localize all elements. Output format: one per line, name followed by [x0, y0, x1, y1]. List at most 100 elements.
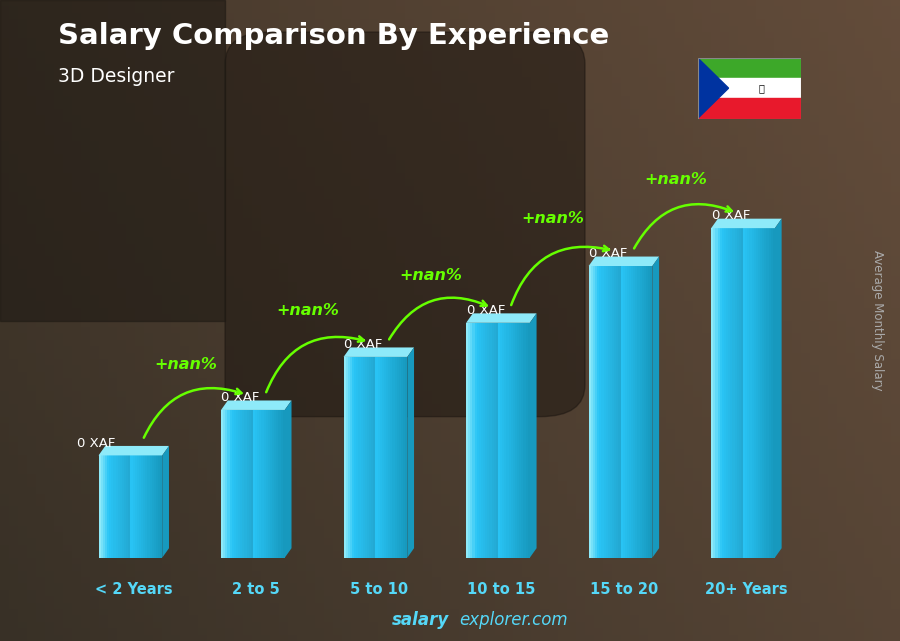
- Bar: [770, 228, 773, 558]
- Bar: [527, 323, 530, 558]
- Bar: [257, 410, 259, 558]
- Polygon shape: [284, 401, 292, 558]
- Text: 🌴: 🌴: [759, 83, 764, 93]
- Bar: [724, 228, 726, 558]
- Bar: [597, 266, 599, 558]
- Bar: [347, 357, 350, 558]
- Text: Salary Comparison By Experience: Salary Comparison By Experience: [58, 22, 610, 51]
- Bar: [274, 410, 276, 558]
- Bar: [139, 455, 141, 558]
- Bar: [363, 357, 365, 558]
- Bar: [361, 357, 363, 558]
- Bar: [471, 323, 473, 558]
- Bar: [711, 228, 714, 558]
- Bar: [160, 455, 162, 558]
- Bar: [698, 98, 801, 119]
- Bar: [730, 228, 733, 558]
- Bar: [251, 410, 253, 558]
- Bar: [374, 357, 375, 558]
- Bar: [521, 323, 524, 558]
- Bar: [610, 266, 612, 558]
- Polygon shape: [221, 401, 292, 410]
- Bar: [242, 410, 245, 558]
- Bar: [485, 323, 488, 558]
- Bar: [631, 266, 634, 558]
- Bar: [614, 266, 617, 558]
- Bar: [589, 266, 590, 558]
- Bar: [400, 357, 403, 558]
- Bar: [720, 228, 722, 558]
- Text: 2 to 5: 2 to 5: [232, 582, 280, 597]
- Bar: [151, 455, 154, 558]
- Bar: [491, 323, 494, 558]
- Text: 0 XAF: 0 XAF: [221, 391, 260, 404]
- Text: 0 XAF: 0 XAF: [76, 437, 115, 450]
- Bar: [758, 228, 760, 558]
- Bar: [158, 455, 160, 558]
- Bar: [625, 266, 627, 558]
- Bar: [593, 266, 595, 558]
- Bar: [513, 323, 515, 558]
- Bar: [253, 410, 255, 558]
- Bar: [231, 410, 234, 558]
- Text: 0 XAF: 0 XAF: [344, 338, 382, 351]
- Bar: [769, 228, 770, 558]
- Bar: [507, 323, 508, 558]
- Bar: [384, 357, 386, 558]
- Text: Average Monthly Salary: Average Monthly Salary: [871, 250, 884, 391]
- Bar: [380, 357, 382, 558]
- Bar: [130, 455, 132, 558]
- Bar: [255, 410, 257, 558]
- Bar: [141, 455, 143, 558]
- Bar: [773, 228, 775, 558]
- Bar: [245, 410, 247, 558]
- Bar: [143, 455, 145, 558]
- Polygon shape: [408, 347, 414, 558]
- Bar: [481, 323, 483, 558]
- Bar: [272, 410, 274, 558]
- Bar: [109, 455, 112, 558]
- Bar: [124, 455, 126, 558]
- Polygon shape: [162, 446, 169, 558]
- Bar: [618, 266, 620, 558]
- Text: 0 XAF: 0 XAF: [466, 304, 505, 317]
- Bar: [382, 357, 384, 558]
- Bar: [762, 228, 764, 558]
- Bar: [608, 266, 610, 558]
- Bar: [278, 410, 281, 558]
- Bar: [734, 228, 737, 558]
- Bar: [637, 266, 640, 558]
- Bar: [115, 455, 118, 558]
- Bar: [595, 266, 597, 558]
- Bar: [488, 323, 490, 558]
- Bar: [490, 323, 491, 558]
- Bar: [228, 410, 230, 558]
- Bar: [634, 266, 635, 558]
- Bar: [599, 266, 601, 558]
- Bar: [391, 357, 392, 558]
- Bar: [747, 228, 750, 558]
- Bar: [344, 357, 346, 558]
- Bar: [646, 266, 648, 558]
- Bar: [716, 228, 717, 558]
- Bar: [764, 228, 767, 558]
- Bar: [350, 357, 352, 558]
- Bar: [120, 455, 122, 558]
- Bar: [515, 323, 518, 558]
- Bar: [760, 228, 762, 558]
- Bar: [642, 266, 643, 558]
- Bar: [601, 266, 604, 558]
- Bar: [722, 228, 724, 558]
- Bar: [356, 357, 358, 558]
- Bar: [268, 410, 270, 558]
- Bar: [726, 228, 728, 558]
- Bar: [240, 410, 242, 558]
- Bar: [230, 410, 231, 558]
- Bar: [741, 228, 743, 558]
- Text: 15 to 20: 15 to 20: [590, 582, 658, 597]
- Bar: [270, 410, 272, 558]
- Text: +nan%: +nan%: [644, 172, 707, 187]
- Bar: [650, 266, 652, 558]
- Bar: [466, 323, 468, 558]
- Bar: [247, 410, 248, 558]
